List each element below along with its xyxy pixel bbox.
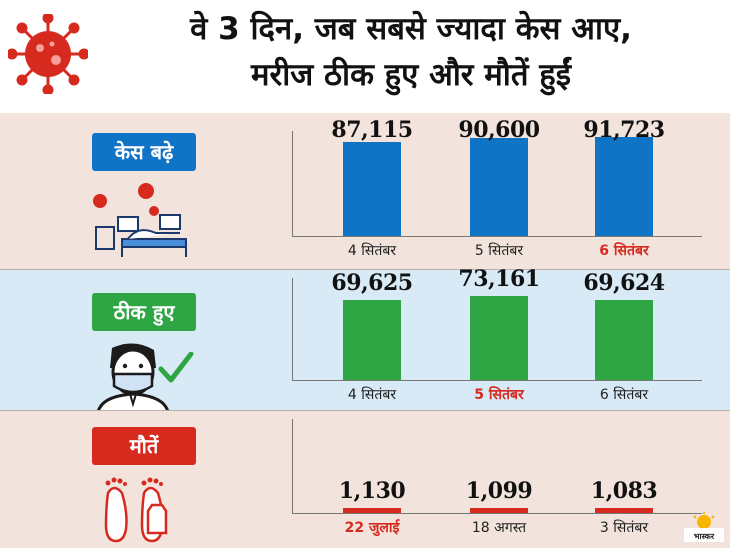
check-icon: [158, 352, 194, 383]
cases-category-label: 6 सितंबर: [599, 243, 649, 259]
recovered-badge: ठीक हुए: [92, 293, 196, 331]
deaths-bar: [470, 508, 528, 513]
recovered-bar: [595, 299, 653, 380]
deaths-bar: [343, 507, 401, 513]
deaths-category-label: 18 अगस्त: [471, 520, 527, 536]
cases-bar: [595, 136, 653, 236]
cases-value-label: 91,723: [583, 117, 665, 143]
recovered-category-label: 5 सितंबर: [474, 387, 524, 403]
recovered-chart: 69,625 4 सितंबर 73,161 5 सितंबर 69,624 6 सितं…: [292, 266, 702, 406]
header: वे 3 दिन, जब सबसे ज्यादा केस आए, मरीज ठी…: [0, 0, 730, 113]
cases-y-axis: [292, 131, 293, 236]
cases-panel: केस बढ़े 87,115 4 सितंबर 90,600 5 सितंबर 91,…: [0, 113, 730, 270]
cases-x-axis: [292, 236, 702, 237]
recovered-value-label: 69,625: [331, 269, 413, 296]
svg-text:भास्कर: भास्कर: [694, 532, 715, 541]
deaths-category-label: 22 जुलाई: [344, 520, 400, 536]
recovered-category-label: 4 सितंबर: [347, 387, 397, 403]
cases-chart: 87,115 4 सितंबर 90,600 5 सितंबर 91,723 6 सितं…: [292, 117, 702, 261]
cases-badge: केस बढ़े: [92, 133, 196, 171]
deaths-category-label: 3 सितंबर: [599, 520, 649, 536]
deaths-value-label: 1,083: [590, 478, 658, 505]
recovered-value-label: 73,161: [458, 265, 540, 292]
deaths-badge: मौतें: [92, 427, 196, 465]
recovered-value-label: 69,624: [583, 269, 665, 296]
deaths-value-label: 1,130: [338, 477, 406, 504]
recovered-category-label: 6 सितंबर: [599, 387, 649, 403]
recovered-bar: [343, 299, 401, 380]
deaths-bar: [595, 508, 653, 513]
deaths-panel: मौतें 1,130 22 जुलाई 1,099 18 अगस्त 1,083 3 स…: [0, 411, 730, 548]
virus-icon: [8, 14, 88, 94]
cases-value-label: 87,115: [331, 117, 413, 143]
recovered-bar: [470, 295, 528, 380]
cases-bar: [470, 138, 528, 236]
masked-person-icon: [96, 343, 170, 412]
title-line-1: वे 3 दिन, जब सबसे ज्यादा केस आए,: [190, 11, 632, 47]
title-line-2: मरीज ठीक हुए और मौतें हुईं: [251, 57, 571, 93]
page-title: वे 3 दिन, जब सबसे ज्यादा केस आए, मरीज ठी…: [96, 6, 726, 98]
logo-icon: भास्कर: [684, 512, 724, 542]
hospital-bed-icon: [93, 183, 187, 257]
feet-tag-icon: [104, 477, 168, 543]
deaths-x-axis: [292, 513, 702, 514]
deaths-chart: 1,130 22 जुलाई 1,099 18 अगस्त 1,083 3 सितंबर: [292, 419, 702, 545]
cases-value-label: 90,600: [458, 117, 540, 143]
cases-category-label: 5 सितंबर: [474, 243, 524, 259]
recovered-y-axis: [292, 278, 293, 380]
recovered-x-axis: [292, 380, 702, 381]
cases-bar: [343, 141, 401, 236]
cases-category-label: 4 सितंबर: [347, 243, 397, 259]
recovered-panel: ठीक हुए 69,625 4 सितंबर 73,161 5 सितंबर 69,6…: [0, 266, 730, 412]
deaths-value-label: 1,099: [465, 478, 533, 505]
deaths-y-axis: [292, 419, 293, 513]
